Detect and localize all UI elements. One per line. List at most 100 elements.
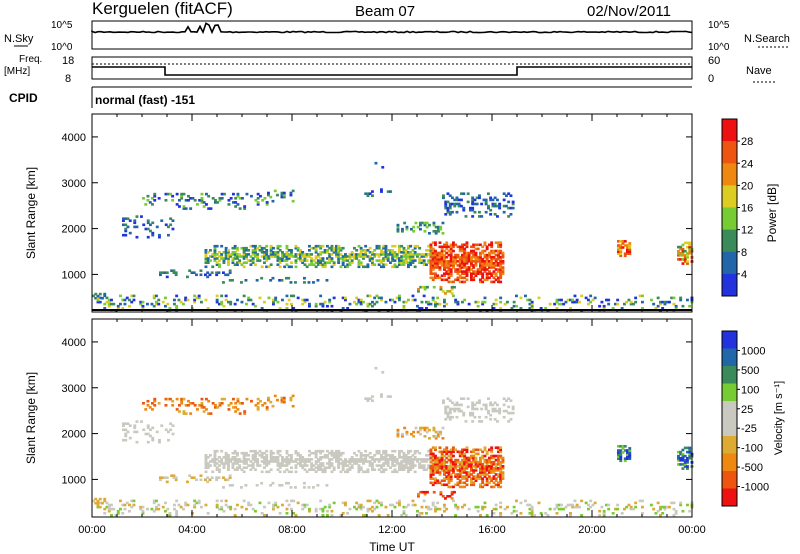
velocity-cell bbox=[274, 456, 278, 459]
power-cell bbox=[467, 255, 471, 259]
velocity-cell bbox=[429, 450, 433, 454]
power-cell bbox=[454, 243, 458, 247]
velocity-cell bbox=[310, 458, 314, 461]
velocity-cell bbox=[335, 458, 338, 461]
velocity-cell bbox=[454, 473, 458, 476]
freq-panel: Freq. [MHz] 18 8 60 0 Nave bbox=[4, 54, 775, 85]
velocity-cell bbox=[386, 460, 390, 463]
power-cell bbox=[453, 285, 456, 289]
velocity-cell bbox=[265, 464, 269, 467]
velocity-cell bbox=[434, 469, 437, 472]
power-cell bbox=[355, 302, 359, 306]
velocity-cell bbox=[224, 456, 228, 459]
power-cell bbox=[503, 302, 507, 306]
power-cell bbox=[614, 302, 617, 306]
velocity-cell bbox=[497, 446, 500, 449]
power-cell bbox=[251, 257, 255, 260]
power-cell bbox=[679, 258, 683, 261]
velocity-cell bbox=[119, 507, 122, 511]
velocity-cell bbox=[260, 454, 264, 457]
velocity-cell bbox=[443, 477, 446, 480]
power-cell bbox=[337, 251, 341, 254]
power-cell bbox=[425, 249, 428, 252]
velocity-cell bbox=[402, 468, 406, 471]
power-cell bbox=[289, 191, 293, 195]
power-cell bbox=[458, 264, 462, 267]
velocity-cell bbox=[151, 402, 154, 405]
velocity-cell bbox=[272, 458, 275, 461]
power-cell bbox=[375, 253, 379, 256]
power-cell bbox=[323, 261, 327, 264]
power-cell bbox=[400, 263, 404, 266]
power-cell bbox=[215, 298, 219, 302]
power-cell bbox=[276, 255, 280, 258]
velocity-cell bbox=[553, 507, 557, 511]
velocity-cell bbox=[488, 460, 491, 464]
power-cell bbox=[679, 252, 683, 255]
velocity-cell bbox=[214, 406, 217, 409]
velocity-cell bbox=[350, 458, 354, 461]
power-cell bbox=[377, 255, 381, 258]
power-cell bbox=[359, 246, 363, 250]
velocity-cell bbox=[163, 476, 167, 479]
velocity-cell bbox=[404, 456, 408, 459]
power-cell bbox=[429, 243, 433, 247]
power-cell bbox=[429, 276, 433, 280]
velocity-cell bbox=[200, 404, 204, 407]
power-cell bbox=[440, 257, 444, 261]
velocity-cell bbox=[431, 503, 435, 507]
velocity-cell bbox=[126, 422, 130, 425]
velocity-cell bbox=[398, 468, 401, 471]
velocity-cell bbox=[382, 449, 386, 453]
velocity-cell bbox=[557, 507, 561, 511]
velocity-cell bbox=[548, 507, 552, 511]
power-cell bbox=[308, 253, 311, 256]
velocity-cell bbox=[330, 449, 334, 453]
velocity-cell bbox=[455, 407, 459, 411]
power-cell bbox=[463, 243, 467, 247]
velocity-cell bbox=[530, 509, 534, 513]
power-cell bbox=[177, 298, 181, 302]
power-cell bbox=[465, 260, 469, 263]
power-cell bbox=[359, 255, 363, 258]
power-cell bbox=[434, 266, 437, 269]
velocity-cell bbox=[384, 456, 388, 459]
power-cell bbox=[373, 255, 377, 258]
power-cell bbox=[488, 266, 491, 269]
velocity-cell bbox=[449, 479, 453, 482]
power-cell bbox=[236, 255, 239, 258]
power-cell bbox=[479, 243, 482, 247]
velocity-cell bbox=[339, 451, 343, 455]
velocity-cell bbox=[438, 481, 442, 485]
velocity-cell bbox=[384, 505, 388, 509]
power-cell bbox=[465, 255, 469, 259]
power-cell bbox=[492, 280, 496, 284]
power-cell bbox=[308, 263, 311, 266]
power-cell bbox=[187, 194, 190, 198]
power-cell bbox=[245, 302, 248, 306]
velocity-cell bbox=[457, 403, 461, 407]
velocity-cell bbox=[231, 456, 235, 459]
velocity-cell bbox=[287, 458, 291, 461]
velocity-cell bbox=[180, 397, 184, 401]
power-cell bbox=[204, 253, 208, 256]
velocity-cell bbox=[267, 460, 271, 463]
power-cell bbox=[499, 270, 503, 273]
velocity-cell bbox=[128, 424, 132, 427]
power-cell bbox=[641, 300, 644, 304]
velocity-cell bbox=[490, 479, 494, 482]
velocity-cell bbox=[474, 477, 478, 480]
velocity-cell bbox=[128, 509, 131, 513]
power-cell bbox=[530, 307, 534, 310]
velocity-cell bbox=[436, 479, 440, 482]
power-cell bbox=[139, 302, 143, 306]
power-cell bbox=[393, 253, 397, 256]
power-cell bbox=[272, 251, 275, 254]
power-cell bbox=[202, 205, 206, 208]
power-cell bbox=[456, 278, 460, 282]
velocity-cell bbox=[462, 411, 466, 415]
velocity-cell bbox=[265, 449, 269, 453]
power-cell bbox=[501, 272, 505, 275]
velocity-cell bbox=[423, 426, 427, 430]
velocity-cell bbox=[285, 468, 289, 471]
